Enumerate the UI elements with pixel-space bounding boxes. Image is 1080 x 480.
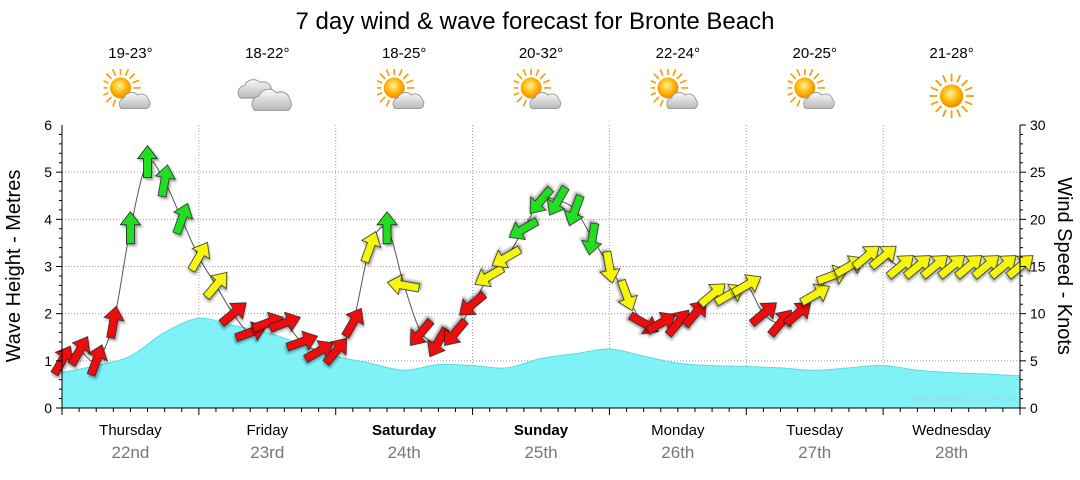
day-name-label: Tuesday: [786, 422, 843, 439]
temperature-label: 19-23°: [108, 45, 152, 62]
wind-arrow: [563, 193, 585, 227]
right-tick-label: 5: [1030, 353, 1038, 369]
day-date-label: 27th: [798, 443, 831, 462]
partly-cloudy-sun-icon: [101, 68, 150, 108]
right-tick-label: 30: [1030, 117, 1046, 133]
wind-arrow: [617, 278, 638, 312]
right-tick-label: 15: [1030, 259, 1046, 275]
wind-arrow: [444, 317, 469, 347]
right-tick-label: 25: [1030, 164, 1046, 180]
wind-arrow: [285, 330, 319, 352]
partly-cloudy-sun-icon: [512, 68, 561, 108]
wind-arrow: [376, 211, 398, 245]
wind-arrow: [218, 302, 247, 327]
wind-arrow: [546, 184, 570, 216]
chart-title: 7 day wind & wave forecast for Bronte Be…: [296, 8, 775, 35]
wind-layer: [50, 145, 1034, 377]
wind-arrow: [474, 264, 506, 288]
wind-arrow: [386, 274, 421, 296]
wind-arrow: [730, 274, 762, 297]
temperature-label: 21-28°: [929, 45, 973, 62]
wind-arrow: [268, 311, 301, 333]
day-date-label: 26th: [661, 443, 694, 462]
left-tick-label: 4: [44, 211, 52, 227]
day-name-label: Saturday: [372, 422, 437, 439]
day-date-label: 25th: [524, 443, 557, 462]
temperature-label: 22-24°: [656, 45, 700, 62]
right-tick-label: 0: [1030, 400, 1038, 416]
wind-arrow: [782, 302, 812, 327]
temperature-label: 20-25°: [793, 45, 837, 62]
wind-arrow: [1005, 255, 1034, 280]
left-tick-label: 5: [44, 164, 52, 180]
wind-arrow: [409, 317, 435, 347]
day-name-label: Monday: [651, 422, 705, 439]
wind-arrow: [86, 344, 108, 377]
day-name-label: Wednesday: [912, 422, 991, 439]
wind-arrow: [491, 245, 523, 269]
wind-arrow: [748, 302, 777, 327]
partly-cloudy-sun-icon: [375, 68, 424, 108]
left-tick-label: 6: [44, 117, 52, 133]
wind-arrow: [681, 300, 707, 329]
wind-arrow: [529, 185, 555, 215]
cloud-icon: [237, 79, 292, 111]
day-name-label: Friday: [246, 422, 288, 439]
wind-arrow: [67, 336, 91, 367]
wind-arrow: [172, 202, 194, 236]
wind-arrow: [868, 245, 897, 271]
day-date-label: 24th: [388, 443, 421, 462]
wind-arrow: [360, 231, 382, 264]
wind-arrow: [599, 250, 621, 284]
right-tick-label: 10: [1030, 306, 1046, 322]
day-name-label: Sunday: [514, 422, 569, 439]
right-axis-label: Wind Speed - Knots: [1053, 177, 1075, 355]
sun-icon: [928, 73, 975, 119]
wind-arrow: [341, 307, 364, 339]
day-name-label: Thursday: [99, 422, 162, 439]
wind-arrow: [427, 326, 450, 358]
partly-cloudy-sun-icon: [785, 68, 834, 108]
day-date-label: 22nd: [112, 443, 150, 462]
left-tick-label: 0: [44, 400, 52, 416]
wind-arrow: [119, 211, 142, 245]
axes-layer: 0 1 2 3 4 5 6 0 5 10 15 20 25 30 Thursday 22nd Friday 23r…: [44, 117, 1046, 462]
wind-arrow: [136, 145, 159, 179]
wind-arrow: [799, 283, 830, 307]
wind-arrow: [508, 217, 540, 240]
right-tick-label: 20: [1030, 211, 1046, 227]
wave-layer: [61, 317, 1021, 408]
temperature-label: 18-25°: [382, 45, 426, 62]
day-date-label: 23rd: [250, 443, 284, 462]
wind-arrow: [202, 271, 228, 301]
temperature-label: 18-22°: [245, 45, 289, 62]
weather-row: 19-23° 18-22° 18-25° 20-32° 22-24° 20-25° 21-2…: [101, 45, 975, 119]
left-tick-label: 2: [44, 306, 52, 322]
watermark: www.seabreeze.com.au: [909, 393, 1016, 404]
day-date-label: 28th: [935, 443, 968, 462]
partly-cloudy-sun-icon: [648, 68, 697, 108]
wind-arrow: [322, 337, 348, 367]
wind-arrow: [459, 290, 488, 316]
temperature-label: 20-32°: [519, 45, 563, 62]
wave-height-area: [62, 318, 1020, 408]
wind-arrow: [103, 305, 125, 340]
left-axis-label: Wave Height - Metres: [3, 170, 25, 363]
wind-arrow: [154, 164, 176, 198]
left-tick-label: 3: [44, 259, 52, 275]
wind-arrow: [581, 222, 603, 256]
wind-arrow: [187, 241, 211, 273]
left-tick-label: 1: [44, 353, 52, 369]
